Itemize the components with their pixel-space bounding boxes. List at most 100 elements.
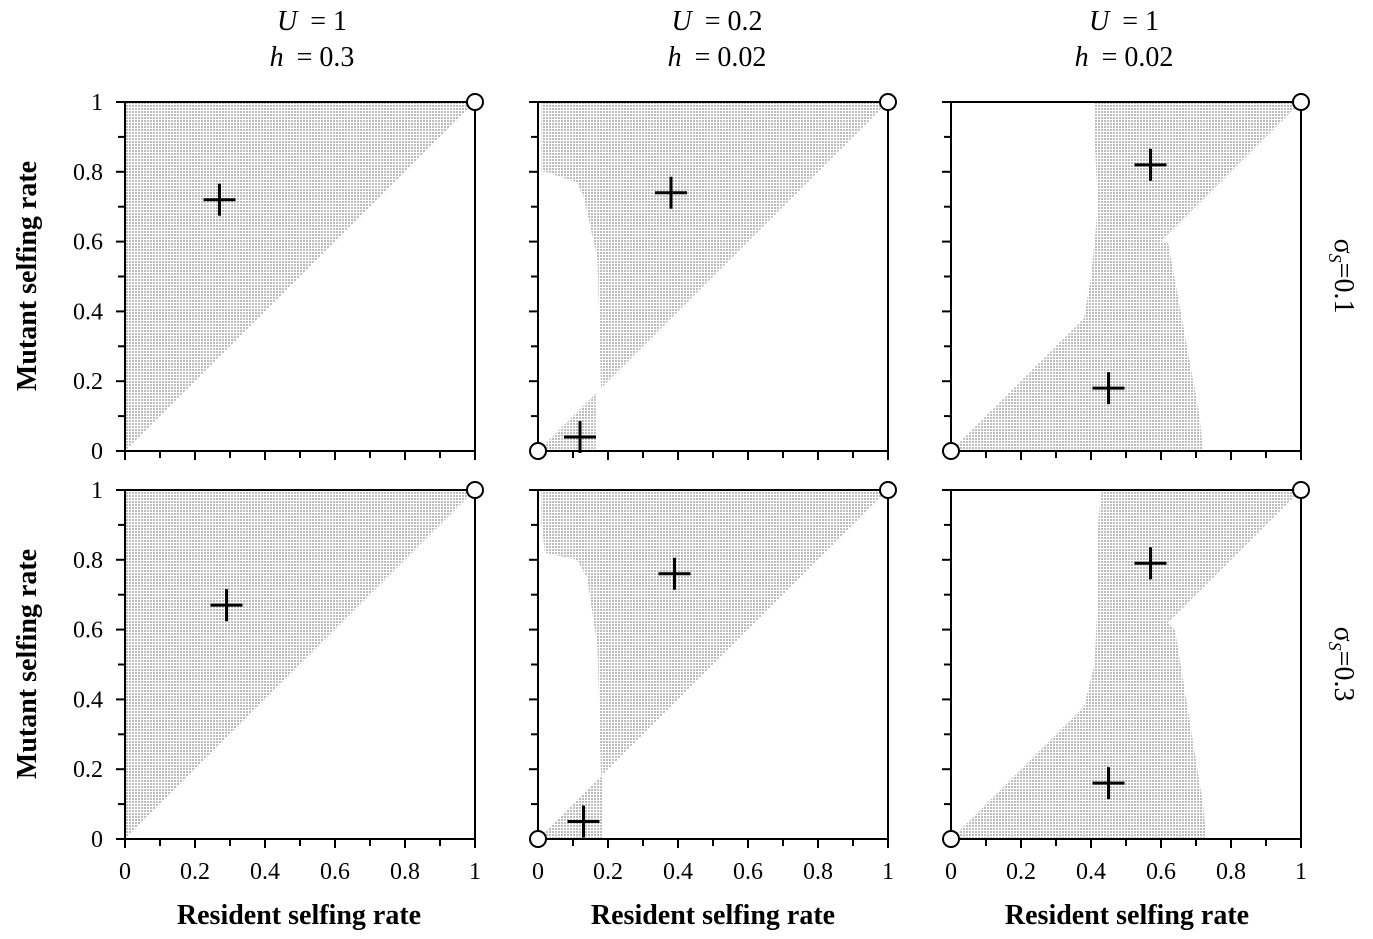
x-tick-label: 1 [469, 859, 481, 885]
x-tick-label: 0.2 [593, 859, 623, 885]
x-tick-label: 0.2 [180, 859, 210, 885]
boundary-equilibrium-circle [1292, 93, 1310, 111]
sigma-subscript: S [1325, 254, 1345, 263]
equilibrium-cross-marker [210, 589, 243, 622]
x-tick-label: 0.6 [733, 859, 763, 885]
boundary-equilibrium-circle [466, 481, 484, 499]
equilibrium-cross-marker [567, 805, 600, 838]
y-axis-label-row-2: Mutant selfing rate [12, 549, 43, 779]
equilibrium-cross-marker [203, 183, 236, 216]
x-tick-label: 0.4 [663, 859, 693, 885]
boundary-equilibrium-circle [529, 830, 547, 848]
panel-r2-c3: 0 0.2 0.4 0.6 0.8 1 [942, 481, 1310, 885]
x-tick-label: 1 [882, 859, 894, 885]
boundary-equilibrium-circle [879, 481, 897, 499]
x-tick-label: 0.6 [320, 859, 350, 885]
panels: 0 0.2 0.4 0.6 0.8 1 0 0.2 0.4 0.6 0.8 1 0 0.2 0.4 0.6 0.… [73, 90, 1310, 885]
y-tick-label: 0.4 [73, 687, 103, 713]
svg-text:h = 0.02: h = 0.02 [668, 42, 767, 73]
panel-r1-c1: 0 0.2 0.4 0.6 0.8 1 [73, 90, 484, 465]
u-value: = 0.2 [705, 6, 763, 37]
invasion-region [538, 391, 598, 451]
svg-text:U = 0.2: U = 0.2 [671, 6, 762, 37]
h-symbol: h [668, 42, 682, 73]
x-axis-label-col-1: Resident selfing rate [177, 900, 421, 931]
h-value: = 0.02 [695, 42, 767, 73]
x-tick-label: 0.4 [250, 859, 280, 885]
y-tick-label: 0.8 [73, 548, 103, 574]
panel-r1-c2 [529, 93, 897, 460]
invasion-region [951, 490, 1301, 839]
y-tick-label: 1 [91, 90, 103, 116]
panel-r2-c2: 0 0.2 0.4 0.6 0.8 1 [529, 481, 897, 885]
y-tick-label: 0.8 [73, 160, 103, 186]
column-header-2: U = 0.2 h = 0.02 [668, 6, 767, 73]
x-axis-label-col-2: Resident selfing rate [591, 900, 835, 931]
boundary-equilibrium-circle [466, 93, 484, 111]
y-tick-label: 0.4 [73, 299, 103, 325]
sigma-value: =0.3 [1328, 651, 1359, 702]
invasion-region [951, 102, 1301, 451]
x-tick-label: 0 [532, 859, 544, 885]
boundary-equilibrium-circle [879, 93, 897, 111]
h-value: = 0.02 [1102, 42, 1174, 73]
invasion-region [541, 490, 888, 777]
boundary-equilibrium-circle [942, 830, 960, 848]
y-axis-label-row-1: Mutant selfing rate [12, 161, 43, 391]
y-tick-label: 0.2 [73, 369, 103, 395]
y-tick-label: 1 [91, 478, 103, 504]
x-tick-label: 0.8 [390, 859, 420, 885]
x-tick-label: 0.4 [1076, 859, 1106, 885]
svg-text:h = 0.02: h = 0.02 [1075, 42, 1174, 73]
h-value: = 0.3 [297, 42, 355, 73]
y-tick-label: 0 [91, 439, 103, 465]
x-tick-label: 0.6 [1146, 859, 1176, 885]
row-label-1: σS=0.1 [1325, 239, 1359, 314]
x-axis-label-col-3: Resident selfing rate [1005, 900, 1249, 931]
boundary-equilibrium-circle [1292, 481, 1310, 499]
h-symbol: h [1075, 42, 1089, 73]
sigma-subscript: S [1325, 642, 1345, 651]
y-tick-label: 0.6 [73, 618, 103, 644]
sigma-value: =0.1 [1328, 263, 1359, 314]
svg-text:σS=0.3: σS=0.3 [1325, 627, 1359, 702]
equilibrium-cross-marker [564, 421, 596, 454]
invasion-region [541, 102, 888, 389]
x-tick-label: 0.8 [803, 859, 833, 885]
equilibrium-cross-marker [1134, 547, 1167, 580]
x-tick-label: 0.8 [1216, 859, 1246, 885]
equilibrium-cross-marker [1092, 767, 1125, 800]
y-tick-label: 0.2 [73, 757, 103, 783]
panel-r2-c1: 0 0.2 0.4 0.6 0.8 1 0 0.2 0.4 0.6 0.8 1 [73, 478, 484, 885]
boundary-equilibrium-circle [529, 442, 547, 460]
svg-text:σS=0.1: σS=0.1 [1325, 239, 1359, 314]
row-label-2: σS=0.3 [1325, 627, 1359, 702]
u-symbol: U [277, 6, 299, 37]
u-value: = 1 [1122, 6, 1159, 37]
column-header-3: U = 1 h = 0.02 [1075, 6, 1174, 73]
x-tick-label: 0 [119, 859, 131, 885]
sigma-symbol: σ [1328, 627, 1359, 642]
u-value: = 1 [310, 6, 347, 37]
x-tick-label: 0 [945, 859, 957, 885]
panel-r1-c3 [942, 93, 1310, 460]
equilibrium-cross-marker [658, 557, 691, 590]
column-header-1: U = 1 h = 0.3 [270, 6, 355, 73]
h-symbol: h [270, 42, 284, 73]
invasion-region [538, 776, 603, 839]
svg-text:U = 1: U = 1 [277, 6, 347, 37]
u-symbol: U [1089, 6, 1111, 37]
y-tick-label: 0 [91, 827, 103, 853]
equilibrium-cross-marker [1092, 372, 1125, 405]
svg-text:h = 0.3: h = 0.3 [270, 42, 355, 73]
equilibrium-cross-marker [655, 176, 687, 209]
x-tick-label: 1 [1295, 859, 1307, 885]
svg-text:U = 1: U = 1 [1089, 6, 1159, 37]
x-tick-label: 0.2 [1006, 859, 1036, 885]
invasion-region [125, 490, 475, 839]
y-tick-label: 0.6 [73, 230, 103, 256]
sigma-symbol: σ [1328, 239, 1359, 254]
invasion-region [125, 102, 475, 451]
boundary-equilibrium-circle [942, 442, 960, 460]
